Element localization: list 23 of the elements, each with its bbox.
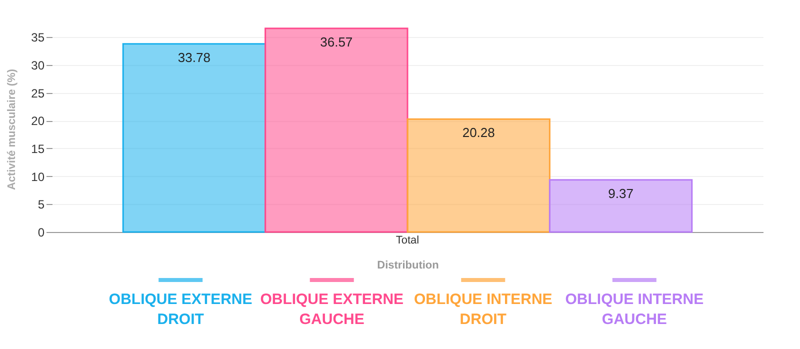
x-axis-title: Distribution [377,260,440,272]
legend-label: OBLIQUE EXTERNE DROIT [108,291,252,328]
y-tick-label: 30 [31,58,45,72]
y-tick-label: 20 [31,114,45,128]
bar [548,179,693,233]
x-tick-label: Total [396,234,420,246]
bar [264,28,408,233]
legend-label: OBLIQUE INTERNE GAUCHE [565,291,704,328]
bar [122,43,266,233]
data-label: 9.37 [608,186,634,201]
y-tick-label: 10 [31,170,45,184]
legend-label: OBLIQUE EXTERNE GAUCHE [260,291,404,328]
data-label: 20.28 [462,125,495,140]
y-tick-label: 15 [31,142,45,156]
legend-label: OBLIQUE INTERNE DROIT [414,291,552,328]
y-tick-label: 35 [31,30,45,45]
data-label: 36.57 [320,34,353,50]
y-tick-label: 5 [38,198,45,212]
y-axis-title: Activité musculaire (%) [6,68,18,190]
data-label: 33.78 [178,50,210,65]
bar [406,118,550,233]
y-tick-label: 25 [31,86,45,100]
y-tick-label: 0 [38,226,45,240]
